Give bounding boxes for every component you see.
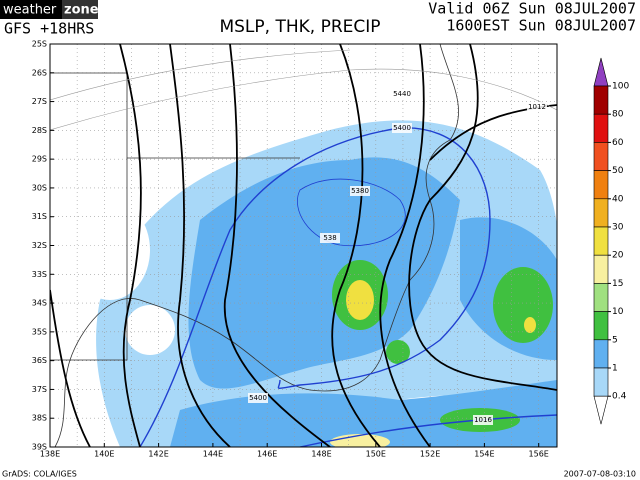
contour-label-bg xyxy=(473,415,493,425)
colorbar-bottom-triangle xyxy=(593,395,609,425)
thin-contours xyxy=(50,49,557,131)
model-label: GFS +18HRS xyxy=(4,20,94,38)
colorbar-swatch xyxy=(593,311,609,341)
contour-label-bg xyxy=(392,123,412,133)
colorbar: 100 80 60 50 40 30 20 15 10 5 1 0.4 xyxy=(593,57,629,425)
contour-label-bg xyxy=(392,89,412,99)
lat-label: 32S xyxy=(32,241,47,250)
logo-right: zone xyxy=(64,3,99,18)
local-time: 1600EST Sun 08JUL2007 xyxy=(446,17,636,35)
lon-label: 156E xyxy=(529,450,549,459)
colorbar-label: 60 xyxy=(612,138,624,148)
colorbar-label: 5 xyxy=(612,335,618,345)
lat-label: 30S xyxy=(32,183,47,192)
colorbar-swatch xyxy=(593,283,609,312)
lon-label: 146E xyxy=(257,450,277,459)
colorbar-swatch xyxy=(593,113,609,143)
colorbar-label: 20 xyxy=(612,251,624,261)
lat-label: 25S xyxy=(32,40,47,49)
lat-label: 31S xyxy=(32,212,47,221)
contour-label-bg xyxy=(320,233,340,243)
colorbar-label: 30 xyxy=(612,223,624,233)
lat-label: 39S xyxy=(32,443,47,452)
colorbar-label: 100 xyxy=(612,82,629,92)
contour-label: 5440 xyxy=(393,90,411,98)
footer-right: 2007-07-08-03:10 xyxy=(564,470,636,479)
lat-label: 33S xyxy=(32,270,47,279)
thickness-contours xyxy=(139,127,557,447)
colorbar-swatch xyxy=(593,254,609,284)
contour-label: 5400 xyxy=(249,394,267,402)
contour-label: 1012 xyxy=(528,103,546,111)
lat-label: 26S xyxy=(32,68,47,77)
lat-label: 28S xyxy=(32,126,47,135)
contour-label-bg xyxy=(350,186,370,196)
lon-label: 152E xyxy=(420,450,440,459)
lon-label: 144E xyxy=(203,450,223,459)
colorbar-swatch xyxy=(593,226,609,256)
map-title: MSLP, THK, PRECIP xyxy=(219,17,380,37)
lon-label: 142E xyxy=(148,450,168,459)
contour-labels: 5440 5400 5380 538 1012 5400 1016 xyxy=(248,89,547,425)
lat-label: 27S xyxy=(32,97,47,106)
colorbar-label: 40 xyxy=(612,194,624,204)
lat-label: 38S xyxy=(32,414,47,423)
lat-lon-grid xyxy=(50,44,557,447)
colorbar-swatch xyxy=(593,339,609,369)
colorbar-swatch xyxy=(593,198,609,228)
lon-label: 154E xyxy=(474,450,494,459)
map-area xyxy=(50,44,557,447)
logo-left: weather xyxy=(3,3,57,18)
colorbar-swatch xyxy=(593,142,609,171)
lat-label: 35S xyxy=(32,327,47,336)
footer-left: GrADS: COLA/IGES xyxy=(2,470,77,479)
lat-label: 29S xyxy=(32,155,47,164)
colorbar-swatch xyxy=(593,170,609,200)
lon-label: 138E xyxy=(40,450,60,459)
lon-label: 140E xyxy=(94,450,114,459)
colorbar-swatch xyxy=(593,367,609,397)
contour-label: 5400 xyxy=(393,124,411,132)
lat-label: 37S xyxy=(32,385,47,394)
logo-box xyxy=(0,0,62,19)
lat-label: 34S xyxy=(32,299,47,308)
lon-label: 148E xyxy=(311,450,331,459)
lat-label: 36S xyxy=(32,356,47,365)
colorbar-label: 10 xyxy=(612,307,624,317)
valid-time: Valid 06Z Sun 08JUL2007 xyxy=(428,0,636,18)
colorbar-label: 80 xyxy=(612,110,624,120)
contour-label: 1016 xyxy=(474,416,492,424)
contour-label: 538 xyxy=(323,234,336,242)
precip-fields xyxy=(70,120,557,447)
logo-box-right xyxy=(62,0,98,19)
coastline xyxy=(50,44,459,447)
contour-label-bg xyxy=(527,102,547,112)
colorbar-label: 15 xyxy=(612,279,623,289)
contour-label: 5380 xyxy=(351,187,369,195)
colorbar-top-triangle xyxy=(593,57,609,87)
colorbar-label: 50 xyxy=(612,166,624,176)
colorbar-label: 0.4 xyxy=(612,392,627,402)
axis-labels: 25S 26S 27S 28S 29S 30S 31S 32S 33S 34S 35S 36S 37S 3… xyxy=(32,40,549,459)
colorbar-label: 1 xyxy=(612,364,618,374)
colorbar-swatch xyxy=(593,85,609,115)
contour-label-bg xyxy=(248,393,268,403)
lon-label: 150E xyxy=(366,450,386,459)
